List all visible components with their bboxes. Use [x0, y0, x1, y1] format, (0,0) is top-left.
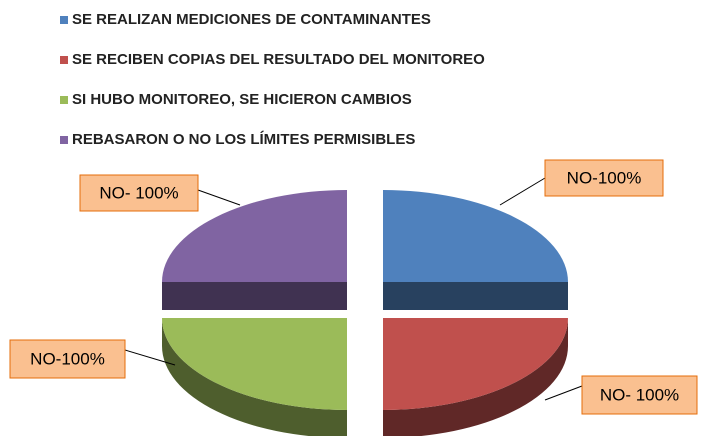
- label-box: [79, 174, 199, 212]
- slice-side: [162, 282, 347, 310]
- pie-slice: [383, 318, 568, 410]
- slice-side: [162, 318, 347, 436]
- legend-swatch: [60, 56, 68, 64]
- legend-label: REBASARON O NO LOS LÍMITES PERMISIBLES: [72, 131, 415, 148]
- legend-swatch: [60, 96, 68, 104]
- leader-line: [124, 349, 176, 366]
- legend-label: SI HUBO MONITOREO, SE HICIERON CAMBIOS: [72, 91, 412, 108]
- label-box: [9, 339, 126, 379]
- pie-slice: [162, 190, 347, 282]
- pie-slice: [162, 318, 347, 410]
- legend-label: SE REALIZAN MEDICIONES DE CONTAMINANTES: [72, 11, 431, 28]
- legend-label: SE RECIBEN COPIAS DEL RESULTADO DEL MONI…: [72, 51, 485, 68]
- leader-line: [544, 385, 583, 401]
- label-box: [544, 159, 664, 197]
- label-box: [581, 375, 698, 415]
- data-label: NO-100%: [567, 168, 642, 187]
- data-label: NO-100%: [30, 349, 105, 368]
- legend-swatch: [60, 136, 68, 144]
- legend-swatch: [60, 16, 68, 24]
- data-label: NO- 100%: [600, 385, 679, 404]
- slice-side: [383, 282, 568, 310]
- leader-line: [499, 177, 546, 206]
- data-label: NO- 100%: [99, 183, 178, 202]
- pie-slice: [383, 190, 568, 282]
- leader-line: [197, 189, 241, 206]
- slice-side: [383, 318, 568, 436]
